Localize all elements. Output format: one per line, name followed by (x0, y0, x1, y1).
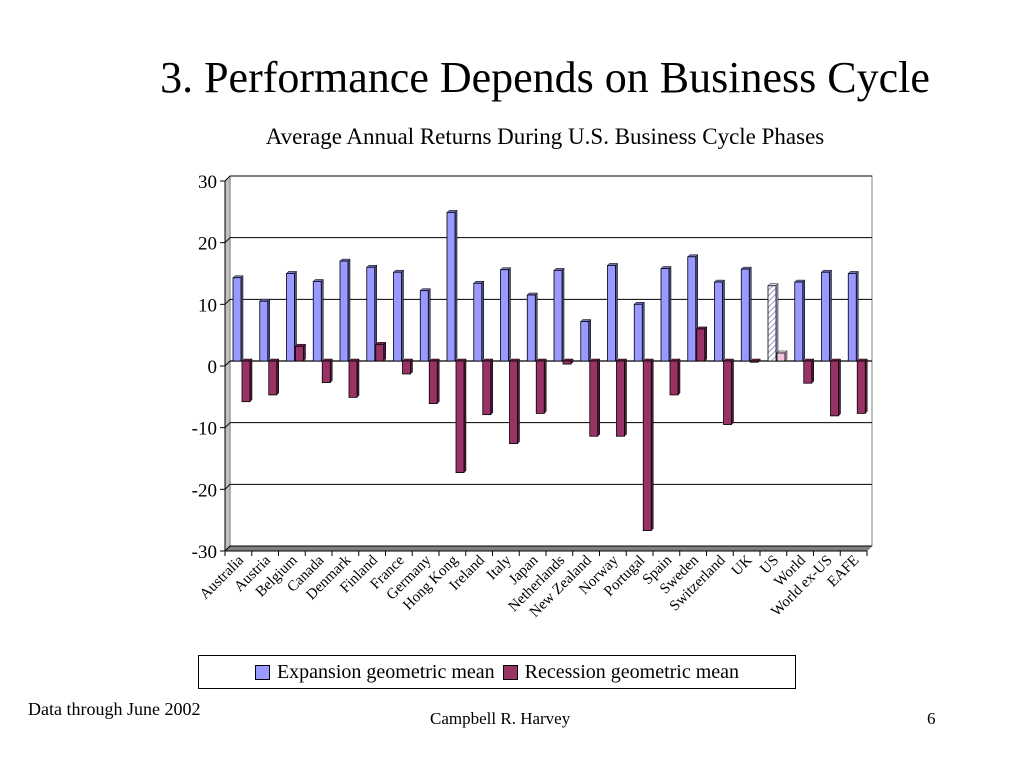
legend-label-recession: Recession geometric mean (524, 660, 740, 683)
bar-recession-australia (241, 358, 253, 403)
y-tick-label: 0 (208, 357, 218, 378)
bar-expansion-spain (660, 265, 672, 362)
y-tick-label: 30 (198, 172, 217, 193)
author-name: Campbell R. Harvey (430, 709, 571, 728)
x-tick-label: UK (729, 552, 756, 579)
bar-recession-uk (749, 358, 761, 363)
bar-recession-spain (669, 358, 681, 396)
bar-expansion-hong-kong (446, 209, 458, 362)
bar-recession-austria (268, 358, 280, 396)
bar-expansion-netherlands (553, 267, 565, 362)
gridline-diagonal (224, 298, 231, 305)
gridline-diagonal (224, 422, 231, 429)
bar-recession-denmark (348, 358, 360, 398)
gridline-diagonal (224, 237, 231, 244)
chart-title: Average Annual Returns During U.S. Busin… (265, 124, 825, 149)
page-number: 6 (927, 709, 936, 728)
bar-recession-new-zealand (589, 358, 601, 437)
slide-title: 3. Performance Depends on Business Cycle (160, 53, 930, 102)
bar-expansion-italy (499, 267, 512, 362)
bar-recession-switzerland (722, 358, 735, 426)
gridline-diagonal (224, 360, 231, 367)
bar-expansion-eafe (847, 270, 859, 362)
bar-recession-eafe (856, 358, 868, 415)
bar-expansion-germany (419, 288, 431, 362)
bar-recession-portugal (642, 358, 654, 532)
bar-recession-italy (508, 358, 521, 445)
bar-recession-norway (615, 358, 628, 437)
chart-legend: Expansion geometric mean Recession geome… (198, 655, 796, 689)
bar-expansion-belgium (285, 270, 298, 362)
bar-expansion-us (767, 283, 779, 362)
bar-recession-sweden (696, 326, 708, 362)
legend-item-expansion: Expansion geometric mean (254, 660, 495, 684)
bar-recession-france (401, 358, 414, 375)
y-tick-label: -10 (192, 419, 217, 440)
bar-recession-world (803, 358, 815, 384)
bar-expansion-japan (526, 292, 538, 362)
bar-expansion-france (392, 269, 405, 362)
bar-expansion-denmark (339, 258, 351, 362)
bar-recession-japan (535, 358, 547, 415)
bar-expansion-uk (740, 266, 752, 362)
y-tick-label: 10 (198, 295, 217, 316)
bar-recession-canada (321, 358, 333, 384)
gridline-diagonal (224, 483, 231, 490)
y-tick-label: -20 (192, 480, 217, 501)
legend-label-expansion: Expansion geometric mean (276, 660, 495, 683)
bar-recession-germany (428, 358, 440, 405)
plot-floor (224, 545, 873, 552)
x-tick-label: EAFE (825, 553, 863, 591)
y-tick-label: -30 (192, 542, 217, 563)
bar-expansion-switzerland (713, 279, 726, 362)
bar-recession-ireland (482, 358, 494, 416)
footnote: Data through June 2002 (28, 699, 201, 719)
bar-expansion-austria (259, 298, 271, 362)
legend-item-recession: Recession geometric mean (502, 660, 740, 684)
bar-expansion-finland (366, 264, 378, 362)
gridline-diagonal (224, 545, 231, 552)
bar-expansion-ireland (473, 280, 485, 362)
bar-recession-us (776, 350, 788, 362)
bar-expansion-sweden (687, 254, 699, 362)
bar-recession-finland (375, 341, 387, 362)
bar-expansion-world-ex-us (820, 269, 833, 362)
bar-recession-world-ex-us (829, 358, 842, 417)
bar-expansion-canada (312, 278, 324, 362)
bar-expansion-world (794, 279, 806, 362)
bar-expansion-portugal (633, 301, 645, 362)
bar-recession-hong-kong (455, 358, 467, 474)
y-tick-label: 20 (198, 234, 217, 255)
bar-recession-belgium (294, 343, 307, 362)
bar-expansion-norway (606, 262, 619, 362)
bar-expansion-new-zealand (580, 318, 592, 362)
bar-expansion-australia (232, 275, 244, 362)
bar-recession-netherlands (562, 358, 574, 365)
gridline-diagonal (224, 175, 231, 182)
legend-swatch-expansion (254, 664, 270, 680)
legend-swatch-recession (502, 664, 518, 680)
